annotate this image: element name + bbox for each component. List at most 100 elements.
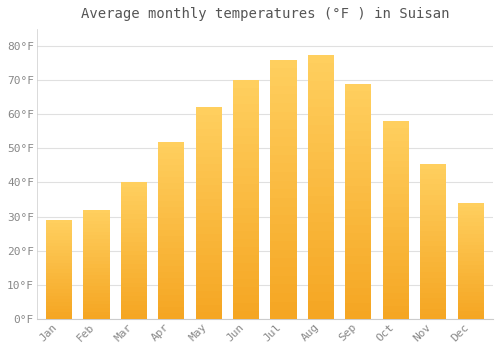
Bar xyxy=(196,136,222,143)
Bar xyxy=(121,201,147,205)
Bar xyxy=(121,264,147,269)
Bar xyxy=(196,262,222,270)
Bar xyxy=(46,296,72,299)
Bar xyxy=(420,195,446,200)
Bar xyxy=(158,206,184,212)
Bar xyxy=(121,314,147,319)
Bar xyxy=(158,212,184,218)
Bar xyxy=(270,241,296,250)
Bar xyxy=(382,141,409,147)
Bar xyxy=(420,179,446,184)
Bar xyxy=(458,230,483,234)
Bar xyxy=(84,239,110,243)
Bar xyxy=(420,283,446,288)
Bar xyxy=(420,174,446,179)
Bar xyxy=(270,267,296,276)
Bar xyxy=(158,142,184,319)
Bar xyxy=(270,206,296,215)
Bar xyxy=(233,208,260,216)
Bar xyxy=(46,243,72,246)
Bar xyxy=(420,252,446,257)
Bar xyxy=(308,90,334,99)
Bar xyxy=(458,211,483,215)
Bar xyxy=(458,273,483,277)
Bar xyxy=(158,254,184,260)
Bar xyxy=(458,280,483,284)
Bar xyxy=(196,143,222,150)
Bar xyxy=(308,187,334,196)
Bar xyxy=(46,220,72,319)
Bar xyxy=(233,263,260,271)
Bar xyxy=(308,178,334,187)
Bar xyxy=(84,210,110,214)
Bar xyxy=(158,201,184,206)
Bar xyxy=(233,223,260,231)
Bar xyxy=(270,94,296,103)
Bar xyxy=(382,128,409,134)
Bar xyxy=(158,236,184,242)
Bar xyxy=(233,112,260,120)
Bar xyxy=(270,198,296,206)
Bar xyxy=(121,223,147,228)
Bar xyxy=(121,210,147,214)
Bar xyxy=(46,283,72,286)
Bar xyxy=(158,260,184,266)
Bar xyxy=(196,227,222,234)
Bar xyxy=(84,253,110,257)
Bar xyxy=(84,286,110,290)
Bar xyxy=(346,115,372,123)
Bar xyxy=(233,191,260,200)
Bar xyxy=(270,112,296,120)
Bar xyxy=(382,207,409,214)
Bar xyxy=(346,272,372,280)
Bar xyxy=(346,194,372,201)
Bar xyxy=(196,276,222,284)
Bar xyxy=(270,232,296,241)
Bar xyxy=(420,164,446,169)
Bar xyxy=(458,215,483,218)
Bar xyxy=(121,214,147,219)
Bar xyxy=(46,230,72,233)
Bar xyxy=(308,116,334,125)
Bar xyxy=(233,247,260,255)
Bar xyxy=(382,134,409,141)
Bar xyxy=(458,249,483,253)
Bar xyxy=(46,302,72,306)
Bar xyxy=(420,246,446,252)
Bar xyxy=(270,68,296,77)
Bar xyxy=(196,206,222,213)
Bar xyxy=(196,107,222,114)
Bar xyxy=(121,296,147,301)
Bar xyxy=(121,305,147,310)
Bar xyxy=(121,219,147,223)
Bar xyxy=(382,194,409,200)
Bar xyxy=(382,260,409,266)
Bar xyxy=(346,264,372,272)
Bar xyxy=(158,142,184,147)
Bar xyxy=(196,150,222,157)
Bar xyxy=(308,196,334,204)
Bar xyxy=(46,246,72,250)
Bar xyxy=(233,303,260,311)
Bar xyxy=(346,84,372,91)
Bar xyxy=(84,243,110,246)
Bar xyxy=(458,261,483,265)
Bar xyxy=(308,143,334,152)
Bar xyxy=(308,240,334,248)
Bar xyxy=(158,177,184,183)
Bar xyxy=(458,265,483,269)
Bar xyxy=(346,303,372,311)
Bar xyxy=(382,220,409,226)
Bar xyxy=(270,60,296,68)
Bar xyxy=(196,270,222,276)
Bar xyxy=(196,192,222,199)
Bar xyxy=(46,312,72,316)
Bar xyxy=(270,86,296,94)
Bar xyxy=(233,168,260,176)
Bar xyxy=(158,171,184,177)
Bar xyxy=(46,286,72,289)
Bar xyxy=(346,186,372,194)
Bar xyxy=(121,228,147,232)
Bar xyxy=(84,224,110,228)
Bar xyxy=(458,284,483,288)
